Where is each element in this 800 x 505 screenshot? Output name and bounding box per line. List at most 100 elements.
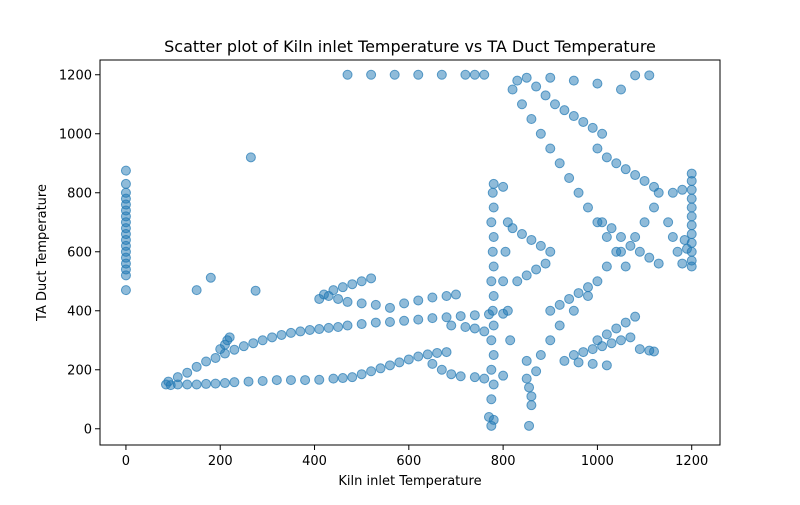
data-point-135 — [488, 261, 499, 272]
data-point-211 — [526, 234, 537, 245]
data-point-115 — [389, 69, 400, 80]
data-point-109 — [446, 369, 457, 380]
data-point-238 — [559, 355, 570, 366]
data-point-131 — [488, 320, 499, 331]
data-point-99 — [413, 295, 424, 306]
y-tick-label: 1200 — [59, 68, 92, 83]
data-point-164 — [630, 232, 641, 243]
data-point-28 — [210, 378, 221, 389]
data-point-185 — [559, 105, 570, 116]
data-point-48 — [432, 347, 443, 358]
data-point-168 — [516, 99, 527, 110]
data-point-145 — [498, 276, 509, 287]
data-point-212 — [516, 229, 527, 240]
data-point-27 — [201, 378, 212, 389]
data-point-205 — [625, 240, 636, 251]
data-point-224 — [601, 329, 612, 340]
data-point-129 — [488, 350, 499, 361]
data-point-53 — [191, 361, 202, 372]
data-point-256 — [686, 211, 697, 222]
y-axis-label: TA Duct Temperature — [35, 184, 50, 322]
data-point-158 — [554, 320, 565, 331]
x-tick-label: 800 — [491, 454, 516, 469]
data-point-203 — [606, 223, 617, 234]
data-point-216 — [531, 264, 542, 275]
data-point-38 — [337, 373, 348, 384]
data-point-221 — [573, 288, 584, 299]
data-point-125 — [488, 414, 499, 425]
data-point-72 — [384, 316, 395, 327]
data-point-121 — [630, 70, 641, 81]
data-points — [120, 69, 697, 431]
data-point-49 — [441, 347, 452, 358]
data-point-218 — [545, 305, 556, 316]
data-point-126 — [486, 394, 497, 405]
data-point-100 — [427, 292, 438, 303]
data-point-120 — [479, 69, 490, 80]
y-axis-ticks: 0 200 400 600 800 1000 1200 — [59, 68, 100, 437]
data-point-134 — [486, 276, 497, 287]
data-point-234 — [625, 332, 636, 343]
data-point-187 — [578, 116, 589, 127]
data-point-210 — [535, 240, 546, 251]
data-point-30 — [229, 377, 240, 388]
data-point-155 — [521, 355, 532, 366]
data-point-202 — [597, 217, 608, 228]
data-point-165 — [639, 217, 650, 228]
data-point-240 — [587, 358, 598, 369]
data-point-157 — [545, 335, 556, 346]
data-point-189 — [597, 128, 608, 139]
data-point-181 — [521, 72, 532, 83]
data-point-65 — [304, 324, 315, 335]
data-point-161 — [592, 276, 603, 287]
data-point-146 — [502, 305, 513, 316]
data-point-198 — [630, 170, 641, 181]
data-point-231 — [597, 341, 608, 352]
data-point-88 — [337, 282, 348, 293]
data-point-77 — [455, 311, 466, 322]
data-point-184 — [549, 99, 560, 110]
data-point-113 — [342, 69, 353, 80]
data-point-19 — [205, 272, 216, 283]
data-point-227 — [630, 311, 641, 322]
data-point-33 — [271, 375, 282, 386]
data-point-69 — [342, 320, 353, 331]
data-point-183 — [540, 90, 551, 101]
data-point-169 — [526, 114, 537, 125]
data-point-59 — [248, 338, 259, 349]
data-point-118 — [460, 69, 471, 80]
x-tick-label: 0 — [122, 454, 130, 469]
data-point-167 — [507, 84, 518, 95]
data-point-170 — [535, 128, 546, 139]
data-point-229 — [578, 347, 589, 358]
data-point-122 — [644, 70, 655, 81]
x-tick-label: 400 — [302, 454, 327, 469]
data-point-25 — [182, 379, 193, 390]
data-point-207 — [644, 252, 655, 263]
data-point-251 — [686, 255, 697, 266]
data-point-222 — [582, 282, 593, 293]
plot-frame — [99, 59, 721, 446]
data-point-141 — [488, 178, 499, 189]
data-point-116 — [413, 69, 424, 80]
data-point-29 — [219, 378, 230, 389]
data-point-62 — [276, 329, 287, 340]
data-point-148 — [498, 370, 509, 381]
data-point-178 — [611, 246, 622, 257]
data-point-98 — [399, 298, 410, 309]
data-point-239 — [573, 357, 584, 368]
data-point-201 — [653, 187, 664, 198]
data-point-252 — [686, 246, 697, 257]
data-point-43 — [384, 360, 395, 371]
data-point-214 — [512, 276, 523, 287]
data-point-105 — [469, 323, 480, 334]
data-point-107 — [427, 358, 438, 369]
data-point-41 — [366, 366, 377, 377]
data-point-101 — [441, 291, 452, 302]
y-tick-label: 200 — [67, 363, 92, 378]
data-point-172 — [554, 158, 565, 169]
data-point-180 — [512, 75, 523, 86]
data-point-138 — [486, 217, 497, 228]
data-point-174 — [573, 187, 584, 198]
data-point-140 — [487, 187, 498, 198]
